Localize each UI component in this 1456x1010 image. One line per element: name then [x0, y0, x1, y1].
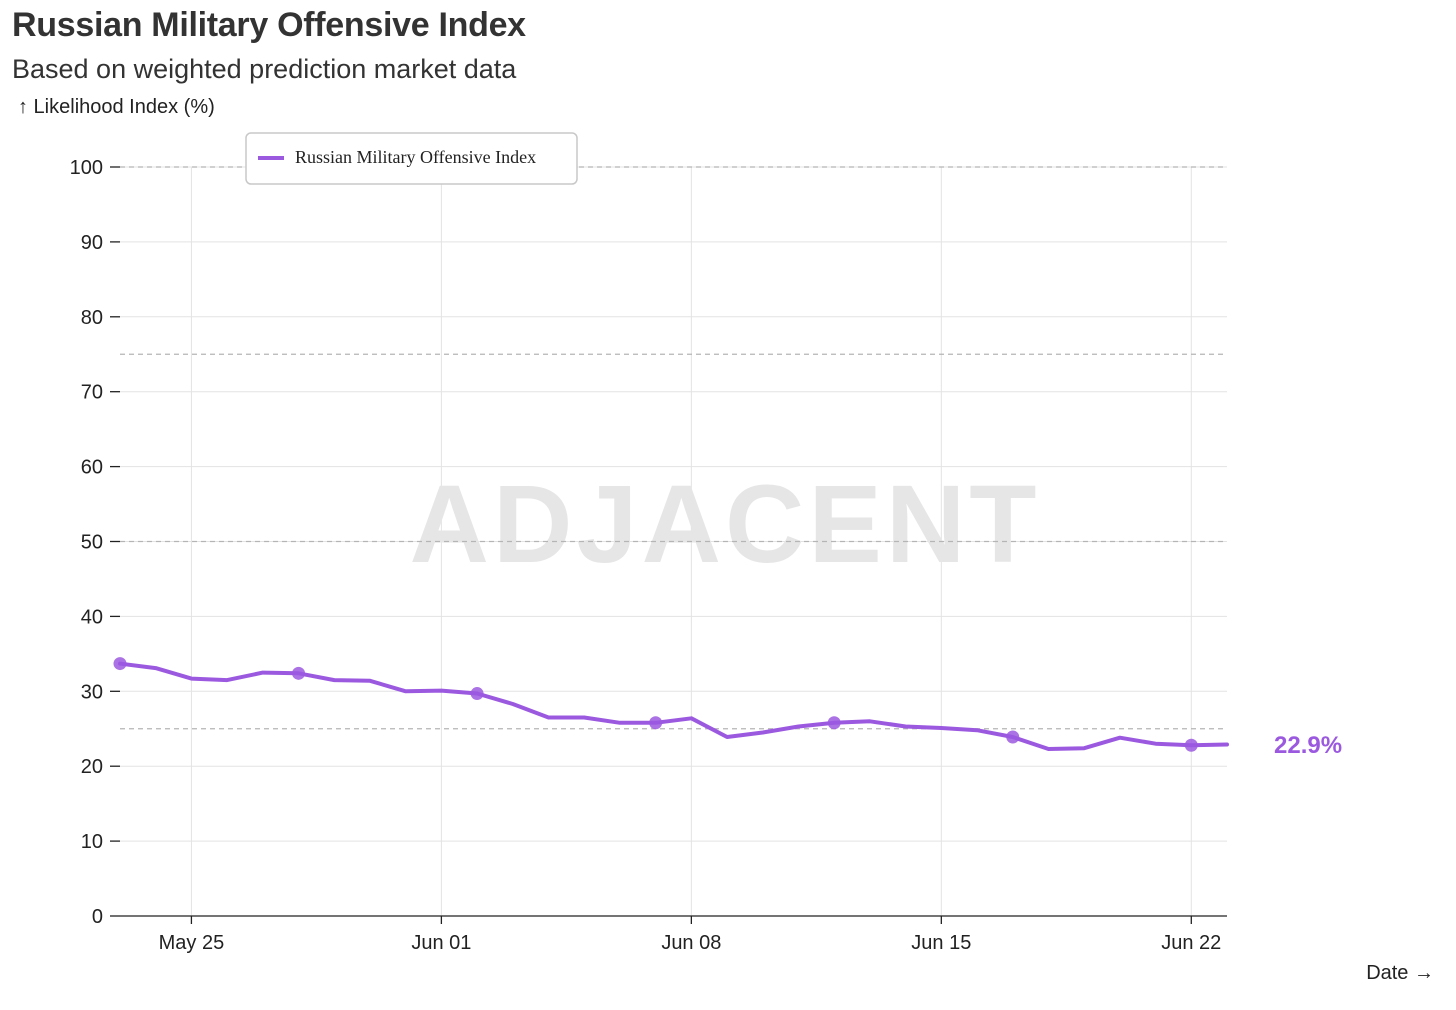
y-tick-label: 50 [81, 532, 103, 554]
y-axis-label: ↑ Likelihood Index (%) [18, 96, 215, 118]
chart-subtitle: Based on weighted prediction market data [12, 54, 517, 84]
series-line [118, 661, 1229, 751]
y-tick-label: 70 [81, 382, 103, 404]
y-tick-label: 60 [81, 457, 103, 479]
x-tick-label: Jun 15 [911, 932, 971, 954]
x-axis: May 25 Jun 01 Jun 08 Jun 15 Jun 22 [120, 915, 1227, 954]
y-tick-label: 20 [81, 756, 103, 778]
reference-lines [120, 166, 1227, 730]
last-value-label: 22.9% [1274, 732, 1342, 759]
y-tick-label: 0 [92, 906, 103, 928]
y-tick-label: 30 [81, 681, 103, 703]
data-point [649, 716, 663, 730]
x-axis-label: Date → [1366, 962, 1434, 984]
data-point [292, 666, 306, 680]
legend[interactable]: Russian Military Offensive Index [245, 132, 578, 185]
y-tick-label: 90 [81, 232, 103, 254]
watermark: ADJACENT [410, 463, 1041, 586]
data-point [1006, 730, 1020, 744]
x-tick-label: Jun 01 [411, 932, 471, 954]
data-point [1184, 738, 1198, 752]
data-point [113, 657, 127, 671]
x-tick-label: Jun 22 [1161, 932, 1221, 954]
legend-box [245, 132, 578, 185]
x-tick-label: Jun 08 [661, 932, 721, 954]
series-group [113, 657, 1229, 752]
data-point [827, 716, 841, 730]
y-tick-label: 80 [81, 307, 103, 329]
y-tick-label: 100 [70, 157, 103, 179]
y-tick-label: 40 [81, 606, 103, 628]
data-point [470, 687, 484, 701]
chart-title: Russian Military Offensive Index [12, 6, 526, 44]
x-tick-label: May 25 [159, 932, 225, 954]
y-axis: 0 10 20 30 40 50 60 70 80 90 100 [70, 157, 120, 928]
legend-label: Russian Military Offensive Index [295, 147, 536, 167]
y-tick-label: 10 [81, 831, 103, 853]
